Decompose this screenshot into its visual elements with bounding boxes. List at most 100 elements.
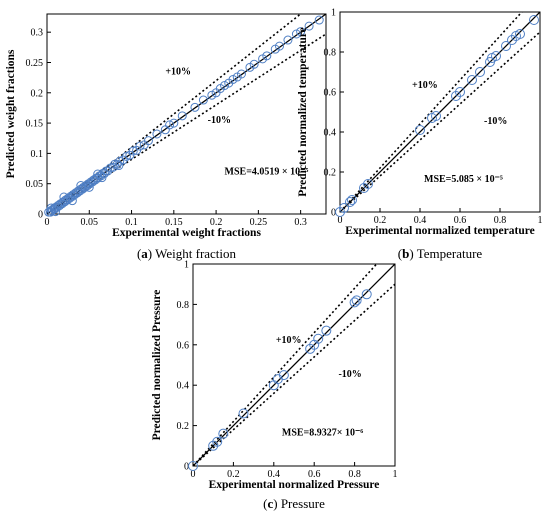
- data-point: [135, 141, 145, 151]
- data-point: [529, 15, 539, 25]
- plot-frame: [339, 11, 541, 213]
- mse-label: MSE=5.085 × 10⁻⁵: [424, 174, 503, 185]
- x-tick-label: 0.4: [414, 215, 427, 226]
- x-tick-label: 0: [191, 469, 196, 480]
- panel-caption: (a) Weight fraction: [137, 246, 237, 261]
- data-point: [321, 325, 332, 336]
- data-point: [188, 461, 198, 471]
- plot-area: [193, 264, 395, 466]
- data-point: [228, 74, 238, 84]
- x-tick-label: 0.2: [374, 215, 387, 226]
- y-tick-label: 1: [331, 8, 336, 19]
- x-tick-label: 0.25: [250, 217, 268, 228]
- x-tick-label: 0.2: [227, 469, 240, 480]
- parity-line: [47, 14, 326, 214]
- x-tick-label: 0.6: [454, 215, 467, 226]
- y-tick-label: 0.1: [31, 149, 44, 160]
- data-point: [207, 90, 217, 100]
- chart-panel-3: 0 0.2 0.4 0.6 0.8 1 0 0.2 0.4 0.6 0.8 1 +10% -10% MSE=…: [151, 260, 398, 512]
- plot-area: [340, 12, 540, 212]
- data-point: [152, 129, 162, 139]
- data-point: [291, 29, 301, 39]
- x-tick-label: 0: [338, 215, 343, 226]
- y-tick-label: 0.3: [31, 28, 44, 39]
- data-point: [363, 179, 373, 189]
- y-tick-label: 0.4: [324, 128, 337, 139]
- data-point: [236, 69, 246, 79]
- x-tick-label: 0.15: [165, 217, 183, 228]
- x-tick-label: 0.4: [268, 469, 281, 480]
- data-point: [97, 173, 107, 183]
- plus-10-line: [193, 264, 378, 466]
- data-point: [177, 111, 187, 121]
- data-point: [347, 195, 357, 205]
- x-tick-label: 0.3: [294, 217, 307, 228]
- data-point: [220, 81, 230, 91]
- chart-panel-1: 0 0.05 0.1 0.15 0.2 0.25 0.3 0 0.05 0.1 0.15 0.2 0.2…: [5, 13, 327, 261]
- data-point: [262, 51, 272, 61]
- data-point: [339, 203, 349, 213]
- x-tick-label: 0: [45, 217, 50, 228]
- y-axis-label: Predicted weight fractions: [5, 49, 17, 178]
- x-tick-label: 0.1: [125, 217, 138, 228]
- data-point: [296, 27, 306, 37]
- plus-10-line: [340, 12, 523, 212]
- parity-line: [193, 264, 395, 466]
- data-point: [112, 159, 122, 169]
- data-point: [467, 75, 477, 85]
- data-point: [190, 102, 200, 112]
- data-point: [143, 136, 153, 146]
- x-tick-label: 1: [538, 215, 543, 226]
- x-axis-label: Experimental normalized temperature: [345, 225, 535, 237]
- data-point: [515, 29, 525, 39]
- y-tick-label: 0: [38, 210, 43, 221]
- y-tick-label: 0.2: [324, 168, 337, 179]
- panel-caption: (b) Temperature: [398, 246, 483, 261]
- x-axis-label: Experimental weight fractions: [112, 227, 261, 239]
- plot-frame: [192, 263, 396, 467]
- data-point: [84, 182, 94, 192]
- data-point: [415, 125, 425, 135]
- y-tick-label: 0.4: [177, 381, 190, 392]
- plus-10-label: +10%: [412, 80, 438, 91]
- y-tick-label: 0: [184, 462, 189, 473]
- data-point: [313, 333, 324, 344]
- minus-10-line: [193, 283, 395, 466]
- data-point: [283, 35, 293, 45]
- data-point: [455, 87, 465, 97]
- data-point: [110, 159, 120, 169]
- y-tick-label: 0.15: [26, 119, 44, 130]
- data-point: [59, 192, 69, 202]
- mse-label: MSE=8.9327× 10⁻⁶: [282, 428, 363, 439]
- x-tick-label: 0.8: [348, 469, 361, 480]
- data-point: [114, 161, 124, 171]
- y-tick-label: 1: [184, 260, 189, 271]
- data-point: [431, 111, 441, 121]
- data-point: [165, 120, 175, 130]
- plus-10-label: +10%: [276, 335, 302, 346]
- data-point: [361, 289, 372, 300]
- x-tick-label: 0.05: [81, 217, 99, 228]
- data-point: [491, 51, 501, 61]
- chart-panel-2: 0 0.2 0.4 0.6 0.8 1 0 0.2 0.4 0.6 0.8 1 +10% -10% MSE=…: [297, 8, 543, 262]
- data-point: [50, 207, 60, 217]
- y-axis-label: Predicted normalized Pressure: [151, 290, 163, 441]
- x-axis-label: Experimental normalized Pressure: [209, 479, 380, 491]
- plus-10-label: +10%: [165, 67, 191, 78]
- y-tick-label: 0.8: [324, 48, 337, 59]
- data-point: [304, 21, 314, 31]
- y-axis-label: Predicted normalized temperature: [297, 27, 309, 196]
- x-tick-label: 1: [393, 469, 398, 480]
- data-point: [198, 95, 208, 105]
- y-tick-label: 0: [331, 208, 336, 219]
- y-tick-label: 0.2: [31, 88, 44, 99]
- y-tick-label: 0.8: [177, 300, 190, 311]
- data-point: [212, 436, 223, 447]
- minus-10-label: -10%: [484, 116, 507, 127]
- y-tick-label: 0.6: [324, 88, 337, 99]
- data-point: [501, 41, 511, 51]
- y-tick-label: 0.6: [177, 340, 190, 351]
- data-point: [314, 15, 324, 25]
- data-point: [345, 197, 355, 207]
